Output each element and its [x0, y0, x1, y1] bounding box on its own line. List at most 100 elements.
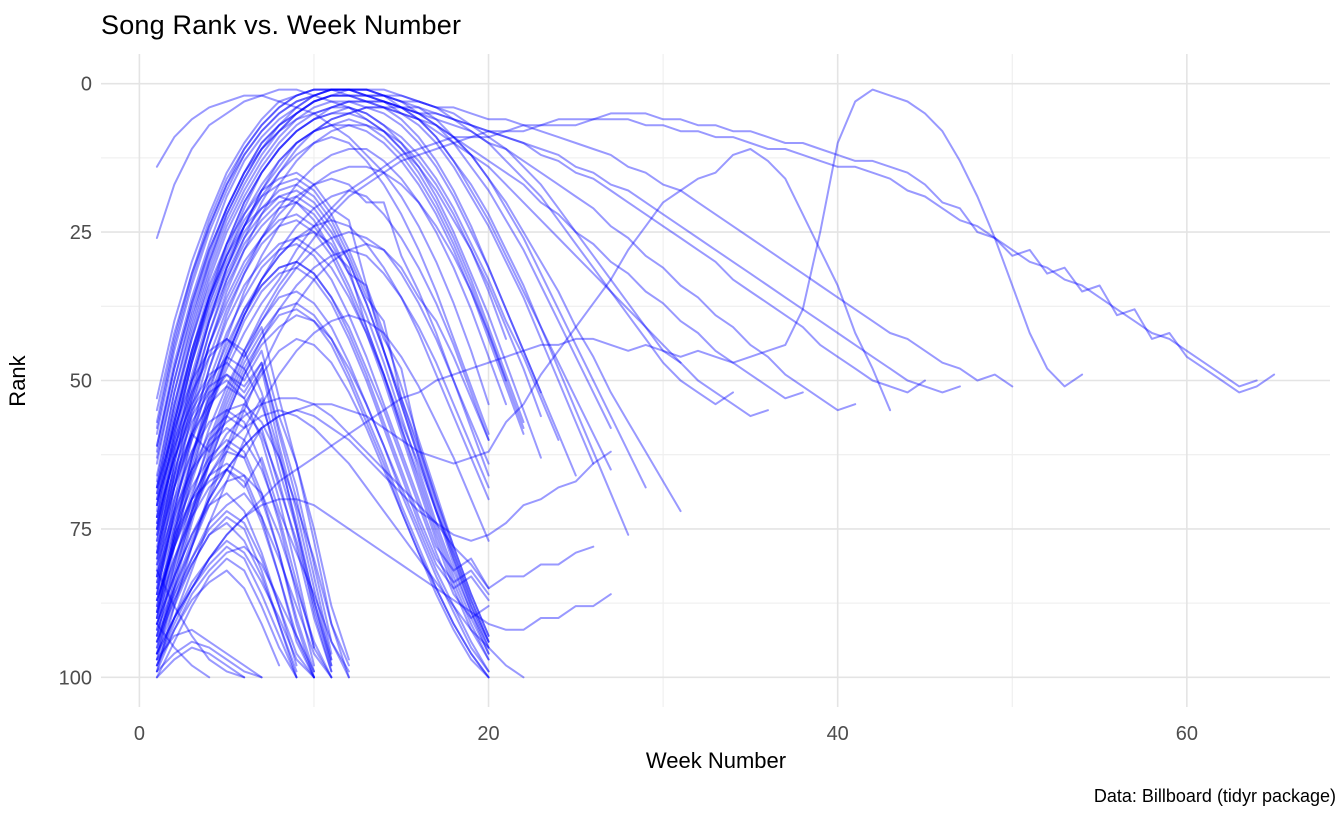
song-line	[155, 438, 315, 679]
song-line	[155, 337, 333, 673]
song-line	[155, 290, 490, 673]
song-line	[155, 569, 281, 667]
song-line	[155, 94, 490, 406]
song-line	[155, 403, 350, 667]
song-line	[155, 213, 490, 655]
song-line	[155, 177, 490, 524]
song-line	[155, 468, 315, 679]
x-tick-label: 20	[477, 723, 499, 745]
song-line	[155, 361, 333, 655]
x-tick-label: 40	[827, 723, 849, 745]
song-line	[155, 112, 1258, 578]
song-line	[155, 118, 1276, 613]
song-line	[155, 302, 490, 679]
song-line	[155, 106, 542, 507]
song-line	[155, 88, 647, 489]
song-line	[155, 88, 734, 477]
y-tick-label: 25	[70, 222, 92, 244]
song-line	[155, 349, 350, 661]
song-line	[155, 148, 892, 625]
song-line	[155, 171, 490, 637]
y-tick-label: 0	[81, 74, 92, 96]
song-line	[155, 165, 507, 619]
song-line	[155, 88, 682, 513]
song-line	[155, 326, 350, 679]
song-line	[155, 427, 333, 679]
song-line	[155, 622, 211, 679]
song-line	[155, 124, 507, 578]
song-line	[155, 397, 595, 602]
song-line	[155, 112, 525, 530]
song-line	[155, 539, 315, 679]
song-line	[155, 88, 595, 465]
song-line	[155, 118, 525, 554]
song-line	[155, 510, 315, 679]
song-line	[155, 409, 525, 679]
x-tick-label: 60	[1176, 723, 1198, 745]
song-line	[155, 492, 333, 679]
song-line	[155, 94, 857, 459]
song-line	[155, 219, 490, 548]
song-line	[155, 195, 490, 661]
song-line	[155, 100, 769, 513]
song-line	[155, 88, 682, 429]
song-line	[155, 474, 333, 679]
song-line	[155, 106, 560, 453]
song-line	[155, 260, 490, 613]
song-line	[155, 409, 333, 673]
chart-title: Song Rank vs. Week Number	[101, 10, 462, 40]
y-tick-label: 75	[70, 519, 92, 541]
song-line	[155, 337, 490, 679]
song-line	[155, 243, 490, 596]
song-line	[155, 100, 542, 489]
song-line	[155, 189, 490, 584]
song-line	[155, 640, 263, 679]
song-line	[155, 88, 612, 471]
song-line	[155, 106, 804, 560]
song-line	[155, 409, 315, 667]
song-line	[155, 248, 490, 625]
x-tick-label: 0	[134, 723, 145, 745]
x-axis-title: Week Number	[645, 748, 787, 773]
song-line	[155, 266, 490, 619]
song-line	[155, 231, 490, 637]
song-line	[155, 260, 490, 619]
song-line	[155, 462, 315, 679]
song-line	[155, 628, 263, 679]
song-line	[155, 100, 926, 495]
song-line	[155, 201, 490, 649]
song-line	[155, 88, 542, 418]
song-line	[155, 444, 315, 673]
song-line	[155, 569, 246, 679]
song-line	[155, 231, 490, 602]
song-line	[155, 195, 490, 655]
song-line	[155, 492, 298, 667]
song-line	[155, 557, 298, 679]
song-line	[155, 498, 612, 667]
song-line	[155, 314, 490, 673]
song-line	[155, 367, 333, 661]
song-line	[155, 516, 298, 679]
song-line	[155, 136, 490, 495]
song-line	[155, 189, 490, 643]
song-line	[155, 183, 490, 649]
y-tick-label: 100	[59, 667, 92, 689]
song-line	[155, 545, 315, 673]
song-line	[155, 177, 490, 643]
y-axis-title: Rank	[5, 355, 30, 407]
song-line	[155, 456, 350, 673]
song-line	[155, 355, 333, 667]
song-line	[155, 219, 490, 661]
song-line	[155, 124, 525, 518]
song-line	[155, 545, 298, 679]
song-line	[155, 646, 246, 679]
song-line	[155, 106, 961, 536]
song-line	[155, 522, 298, 673]
song-line	[155, 314, 490, 667]
song-line	[155, 94, 577, 477]
song-line	[155, 243, 490, 643]
song-line	[155, 427, 333, 667]
song-line	[155, 308, 490, 679]
